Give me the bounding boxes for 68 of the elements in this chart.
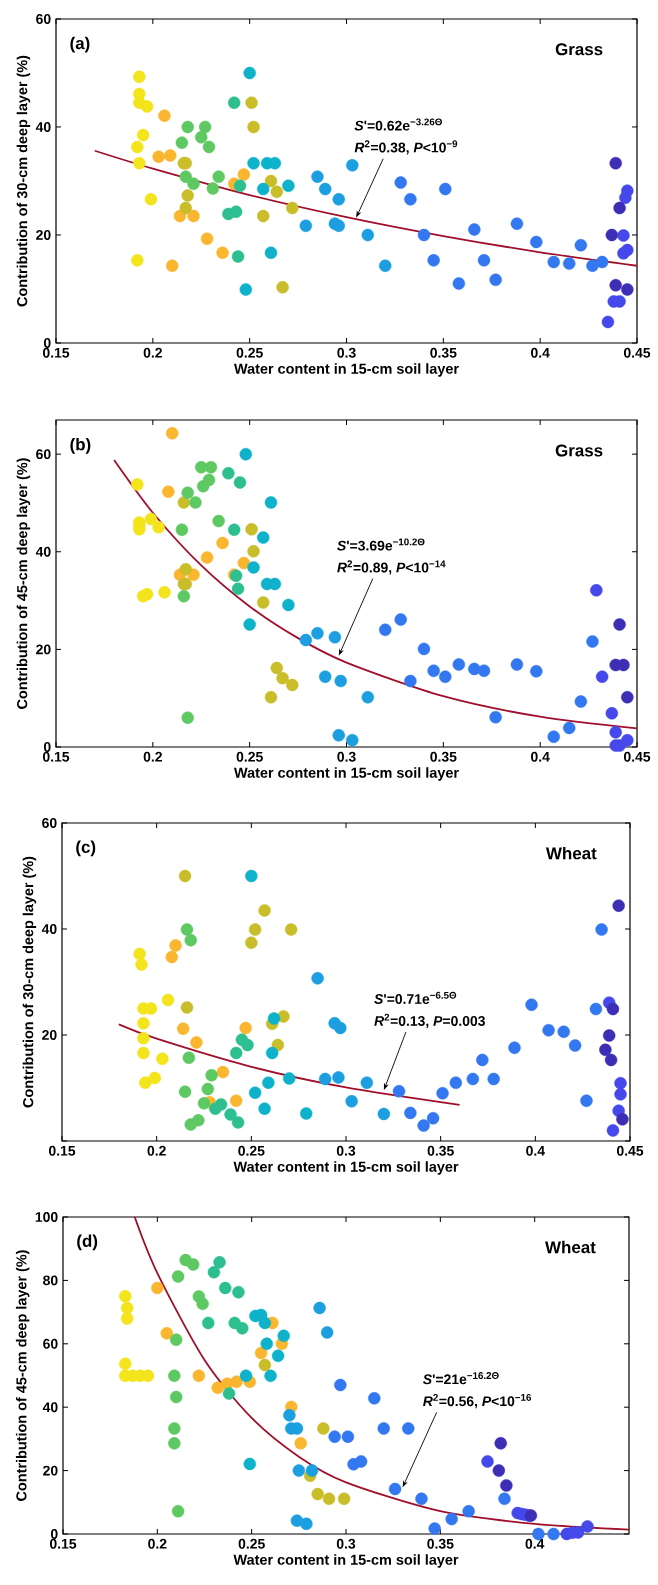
y-tick-label: 60 xyxy=(36,14,51,24)
x-tick-label: 0.35 xyxy=(427,1538,454,1549)
text: Wheat xyxy=(545,846,597,860)
x-tick-label: 0.4 xyxy=(531,347,550,358)
annotation: (d) xyxy=(77,1234,98,1251)
annotation: R$^{2}$=0.38, P<10$^{−9}$ xyxy=(354,140,458,155)
x-tick-label: 0.2 xyxy=(143,347,162,358)
x-tick-label: 0.2 xyxy=(143,751,162,762)
y-tick-label: 60 xyxy=(42,818,57,828)
y-tick-label: 60 xyxy=(43,1338,58,1349)
y-tick-label: 100 xyxy=(35,1212,58,1222)
y-tick-label: 20 xyxy=(43,1465,58,1476)
x-tick-label: 0.4 xyxy=(531,751,550,762)
x-tick-label: 0.15 xyxy=(42,751,70,762)
annotation: S'=0.62e$^{−3.26Θ}$ xyxy=(354,118,442,131)
annotation: (c) xyxy=(76,840,96,857)
y-axis-title: Contribution of 30-cm deep layer (%) xyxy=(22,856,37,1108)
x-tick-label: 0.45 xyxy=(616,1145,644,1156)
annotation: (b) xyxy=(70,437,91,454)
y-tick-label: 0 xyxy=(43,338,51,348)
y-axis-title: Contribution of 45-cm deep layer (%) xyxy=(15,1250,30,1501)
x-tick-label: 0.15 xyxy=(42,347,70,358)
x-tick-label: 0.25 xyxy=(238,1145,265,1156)
text: Wheat xyxy=(545,1240,596,1254)
y-tick-label: 40 xyxy=(35,122,51,132)
x-tick-label: 0.35 xyxy=(427,1145,454,1156)
x-tick-label: 0.3 xyxy=(337,751,356,762)
x-axis-title: Water content in 15-cm soil layer xyxy=(233,767,459,781)
annotation: S'=21e$^{−16.2Θ}$ xyxy=(422,1372,499,1385)
x-tick-label: 0.3 xyxy=(336,1145,356,1156)
y-tick-label: 20 xyxy=(36,230,51,240)
text: Grass xyxy=(555,444,603,457)
x-tick-label: 0.3 xyxy=(337,347,356,358)
x-tick-label: 0.35 xyxy=(430,347,457,358)
x-axis-title: Water content in 15-cm soil layer xyxy=(233,363,459,377)
x-tick-label: 0.3 xyxy=(336,1538,356,1549)
y-tick-label: 80 xyxy=(43,1275,58,1286)
x-tick-label: 0.15 xyxy=(48,1145,76,1156)
x-axis-title: Water content in 15-cm soil layer xyxy=(233,1554,459,1568)
annotation: R$^{2}$=0.13, P=0.003 xyxy=(374,1013,485,1028)
text: Grass xyxy=(555,43,603,56)
y-tick-label: 40 xyxy=(41,924,57,934)
y-tick-label: 0 xyxy=(50,1529,58,1539)
y-tick-label: 0 xyxy=(43,742,51,752)
annotation: R$^{2}$=0.89, P<10$^{−14}$ xyxy=(337,560,446,575)
y-tick-label: 20 xyxy=(42,1030,57,1040)
y-tick-label: 40 xyxy=(35,546,51,557)
x-tick-label: 0.45 xyxy=(623,347,651,358)
y-tick-label: 20 xyxy=(36,644,51,655)
x-tick-label: 0.25 xyxy=(238,1538,265,1549)
annotation: S'=0.71e$^{−6.5Θ}$ xyxy=(374,991,457,1004)
y-tick-label: 60 xyxy=(36,449,51,460)
x-axis-title: Water content in 15-cm soil layer xyxy=(233,1161,459,1175)
annotation: R$^{2}$=0.56, P<10$^{−16}$ xyxy=(423,1394,532,1409)
y-axis-title: Contribution of 45-cm deep layer (%) xyxy=(16,458,31,709)
x-tick-label: 0.2 xyxy=(147,1145,166,1156)
x-tick-label: 0.45 xyxy=(623,751,651,762)
x-tick-label: 0.15 xyxy=(49,1538,77,1549)
x-tick-label: 0.2 xyxy=(148,1538,167,1549)
y-axis-title: Contribution of 30-cm deep layer (%) xyxy=(16,55,31,307)
annotation: (a) xyxy=(70,36,90,53)
x-tick-label: 0.35 xyxy=(430,751,457,762)
x-tick-label: 0.25 xyxy=(236,751,263,762)
annotation: S'=3.69e$^{−10.2Θ}$ xyxy=(337,538,425,551)
y-tick-label: 40 xyxy=(42,1402,58,1413)
x-tick-label: 0.4 xyxy=(526,1145,545,1156)
x-tick-label: 0.25 xyxy=(236,347,263,358)
x-tick-label: 0.4 xyxy=(525,1538,545,1549)
